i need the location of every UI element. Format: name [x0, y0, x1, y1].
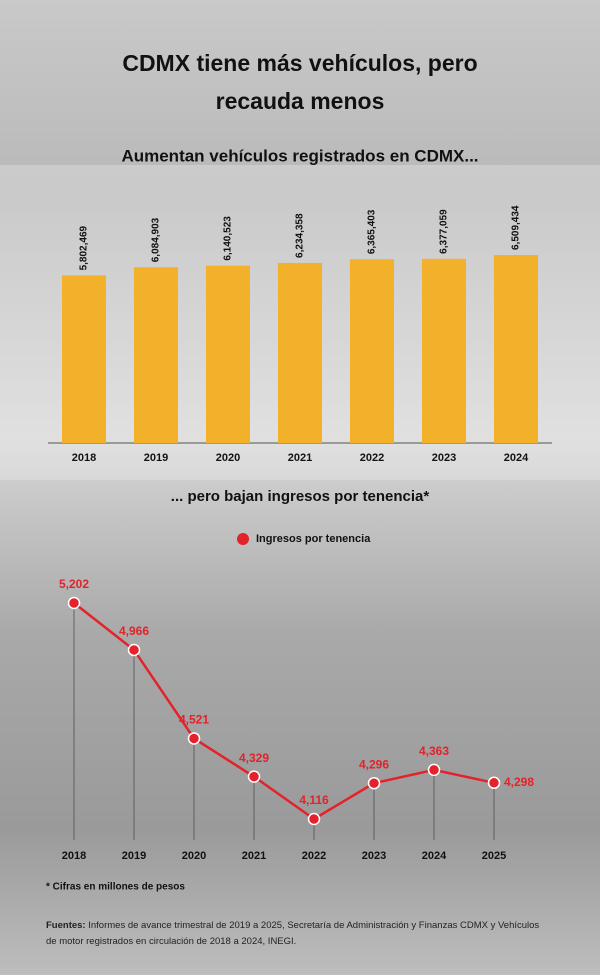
x-tick-label: 2018: [72, 452, 96, 464]
value-label: 4,116: [299, 793, 329, 807]
chart-title: ... pero bajan ingresos por tenencia*: [171, 488, 430, 505]
value-label: 4,298: [504, 775, 534, 789]
bar: [134, 267, 178, 443]
bar: [422, 258, 466, 443]
value-label: 6,234,358: [295, 213, 306, 258]
legend-marker: [237, 533, 249, 545]
x-tick-label: 2021: [288, 452, 312, 464]
value-label: 6,509,434: [511, 205, 522, 250]
x-tick-label: 2018: [62, 850, 86, 862]
x-tick-label: 2022: [360, 452, 384, 464]
footnote: * Cifras en millones de pesos: [46, 882, 185, 893]
point: [127, 643, 141, 657]
point: [187, 732, 201, 745]
value-label: 4,521: [179, 713, 209, 727]
page-title: CDMX tiene más vehículos, pero recauda m…: [122, 50, 478, 114]
sources: Fuentes: Informes de avance trimestral d…: [46, 918, 546, 950]
value-label: 4,296: [359, 757, 389, 771]
point: [427, 763, 441, 777]
value-label: 5,802,469: [79, 225, 90, 270]
bar: [206, 265, 250, 443]
value-label: 6,377,059: [439, 209, 450, 254]
x-tick-label: 2021: [242, 850, 266, 862]
sources-label: Fuentes:: [46, 920, 86, 931]
value-label: 6,084,903: [151, 217, 162, 262]
bar: [278, 262, 322, 443]
legend-label: Ingresos por tenencia: [256, 533, 371, 545]
x-tick-label: 2022: [302, 850, 326, 862]
point: [247, 770, 261, 783]
line: [73, 602, 495, 821]
x-tick-label: 2023: [432, 452, 456, 464]
x-tick-label: 2020: [216, 452, 240, 464]
value-label: 6,365,403: [367, 209, 378, 254]
x-tick-label: 2024: [504, 452, 529, 464]
value-label: 6,140,523: [223, 216, 234, 261]
value-label: 4,363: [419, 744, 449, 758]
x-tick-label: 2019: [144, 452, 168, 464]
value-label: 4,329: [239, 751, 269, 765]
point: [367, 776, 381, 790]
value-label: 4,966: [119, 624, 149, 638]
chart-title: Aumentan vehículos registrados en CDMX..…: [121, 146, 478, 165]
x-tick-label: 2020: [182, 850, 206, 862]
point: [67, 596, 81, 610]
bar: [494, 255, 538, 443]
bar: [62, 275, 106, 443]
bar: [350, 259, 394, 443]
sources-text: Informes de avance trimestral de 2019 a …: [46, 920, 540, 947]
value-label: 5,202: [59, 577, 89, 591]
x-tick-label: 2019: [122, 850, 146, 862]
point: [307, 812, 321, 826]
x-tick-label: 2025: [482, 850, 506, 862]
point: [487, 776, 501, 790]
x-tick-label: 2023: [362, 850, 386, 862]
x-tick-label: 2024: [422, 850, 447, 862]
